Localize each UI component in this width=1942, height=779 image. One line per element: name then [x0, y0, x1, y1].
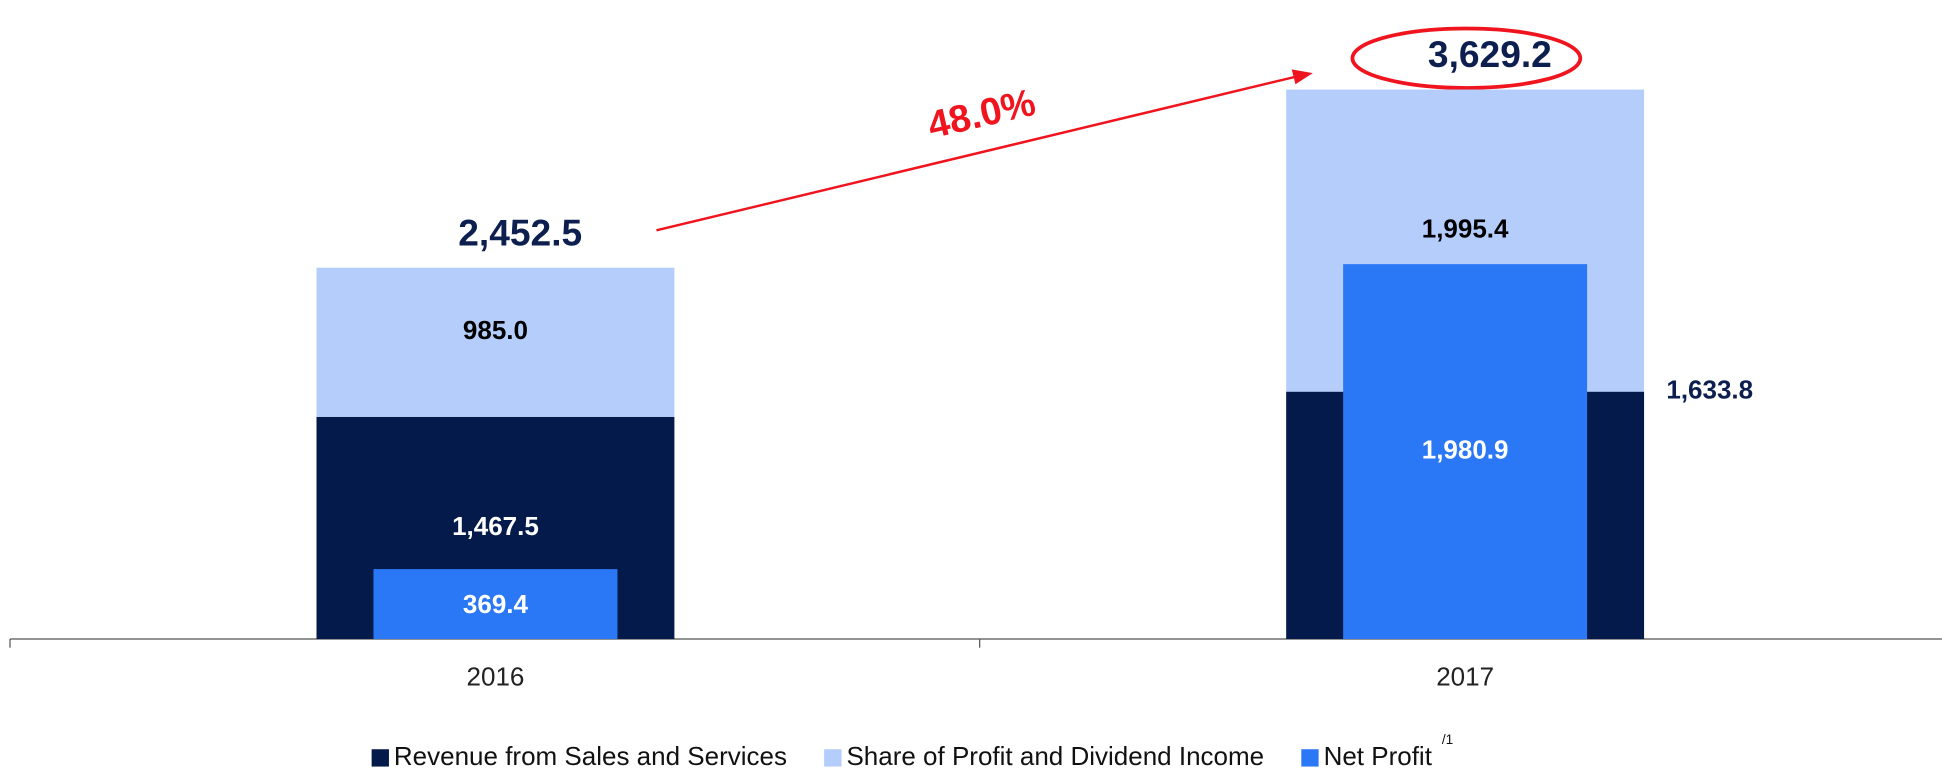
net-profit-bar: [373, 569, 618, 640]
net-profit-bar: [1343, 264, 1588, 640]
legend-swatch: [1301, 749, 1319, 767]
legend-label: Net Profit: [1324, 741, 1433, 771]
total-label: 3,629.2: [1428, 33, 1552, 75]
legend-swatch: [824, 749, 842, 767]
legend-label: Share of Profit and Dividend Income: [846, 741, 1264, 771]
footnote: /1: [1442, 732, 1453, 747]
growth-annotation: 48.0%: [924, 81, 1040, 147]
net-profit-label: 369.4: [463, 589, 529, 619]
segment-label: 985.0: [463, 315, 528, 345]
x-tick-label: 2016: [467, 662, 525, 692]
segment-label: 1,633.8: [1666, 375, 1753, 405]
segment-label: 1,467.5: [452, 511, 539, 541]
arrow-head: [1291, 69, 1313, 85]
segment-label: 1,995.4: [1422, 214, 1509, 244]
legend-swatch: [371, 749, 389, 767]
net-profit-label: 1,980.9: [1422, 434, 1509, 464]
x-tick-label: 2017: [1436, 662, 1494, 692]
total-label: 2,452.5: [458, 211, 582, 253]
legend-label: Revenue from Sales and Services: [394, 741, 787, 771]
growth-arrow: [656, 75, 1296, 232]
bar-segment: [316, 267, 675, 417]
highlight-ellipse: [1350, 26, 1583, 90]
